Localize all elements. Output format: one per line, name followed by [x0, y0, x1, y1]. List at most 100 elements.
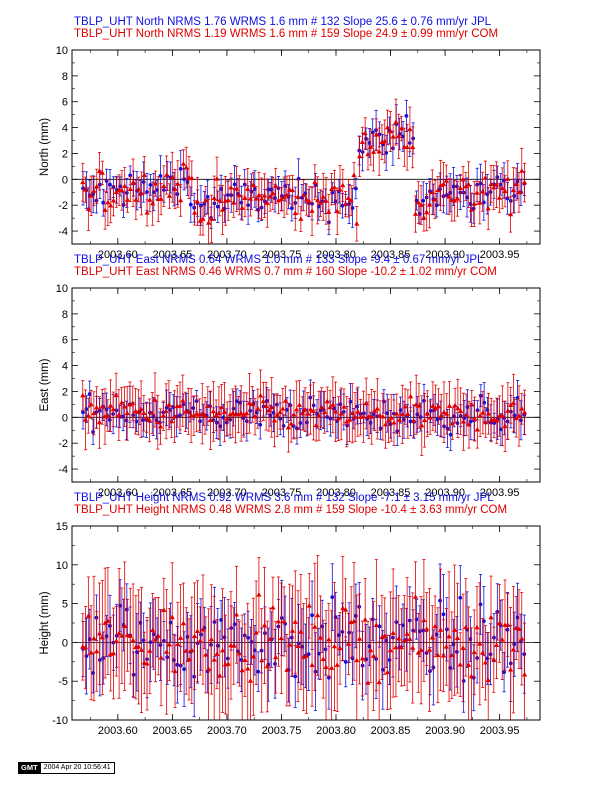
- data-point: [158, 196, 164, 201]
- data-point: [296, 402, 303, 407]
- data-point: [412, 594, 419, 599]
- x-tick-label: 2003.90: [425, 487, 465, 499]
- data-point: [175, 662, 180, 667]
- data-point: [362, 617, 368, 622]
- y-tick-label: 0: [62, 637, 68, 649]
- data-point: [267, 193, 273, 199]
- data-point: [468, 206, 475, 212]
- data-point: [513, 181, 519, 186]
- data-point: [178, 166, 183, 171]
- data-point: [468, 419, 473, 424]
- data-point: [232, 622, 237, 627]
- data-point: [144, 660, 150, 666]
- data-point: [496, 620, 502, 626]
- data-point: [82, 644, 89, 650]
- y-tick-label: 0: [62, 174, 68, 186]
- data-point: [323, 197, 329, 203]
- data-point: [264, 399, 269, 403]
- data-point: [438, 416, 443, 421]
- data-point: [466, 421, 472, 427]
- x-tick-label: 2003.95: [480, 487, 520, 499]
- data-point: [208, 636, 214, 642]
- data-point: [448, 432, 453, 437]
- data-point: [478, 181, 483, 186]
- data-point: [131, 413, 136, 417]
- data-point: [463, 624, 469, 630]
- data-point: [246, 400, 253, 406]
- data-point: [102, 620, 108, 625]
- chart-title-height-jpl: TBLP_UHT Height NRMS 0.92 WRMS 3.6 mm # …: [74, 492, 494, 504]
- data-point: [224, 420, 229, 425]
- data-point: [302, 406, 308, 412]
- data-point: [329, 186, 335, 191]
- data-point: [289, 187, 296, 193]
- data-point: [405, 411, 411, 416]
- data-point: [483, 419, 489, 425]
- data-point: [438, 627, 444, 632]
- data-point: [340, 605, 346, 611]
- data-point: [376, 148, 382, 154]
- data-point: [496, 195, 502, 200]
- data-point: [205, 403, 211, 408]
- data-point: [384, 638, 389, 643]
- data-point: [379, 634, 385, 640]
- data-point: [461, 679, 466, 683]
- data-point: [512, 642, 517, 647]
- data-point: [411, 628, 416, 633]
- data-point: [197, 218, 203, 223]
- data-point: [306, 603, 312, 608]
- data-point: [516, 189, 522, 195]
- data-point: [175, 641, 181, 647]
- x-tick-label: 2003.60: [98, 725, 138, 737]
- data-point: [219, 647, 226, 653]
- data-point: [288, 421, 294, 426]
- plot-frame: [71, 287, 541, 483]
- data-point: [148, 640, 153, 645]
- data-point: [499, 185, 505, 191]
- data-point: [230, 410, 236, 415]
- data-point: [188, 202, 193, 207]
- data-point: [382, 138, 388, 144]
- data-point: [359, 655, 365, 661]
- data-point: [502, 670, 506, 675]
- data-point: [241, 412, 247, 417]
- data-point: [499, 413, 505, 418]
- data-point: [299, 410, 305, 416]
- data-point: [495, 175, 500, 180]
- data-point: [370, 130, 375, 135]
- data-point: [309, 208, 315, 213]
- data-point: [334, 662, 340, 667]
- data-point: [365, 680, 371, 685]
- data-point: [321, 409, 328, 415]
- data-point: [480, 409, 486, 415]
- data-point: [192, 210, 198, 215]
- data-point: [273, 183, 279, 188]
- data-point: [127, 186, 133, 192]
- data-point: [161, 183, 167, 188]
- data-point: [144, 415, 150, 420]
- data-point: [407, 126, 413, 132]
- data-point: [99, 404, 105, 409]
- data-point: [303, 653, 310, 658]
- data-point: [85, 412, 91, 418]
- data-point: [274, 412, 280, 417]
- data-point: [455, 421, 460, 426]
- y-tick-label: 2: [62, 148, 68, 160]
- data-point: [135, 409, 141, 415]
- data-point: [319, 404, 325, 410]
- x-tick-label: 2003.75: [262, 249, 302, 261]
- data-point: [351, 172, 357, 177]
- data-point: [141, 410, 147, 416]
- x-tick-label: 2003.70: [207, 487, 247, 499]
- data-point: [233, 611, 240, 617]
- data-point: [343, 201, 349, 206]
- data-point: [349, 410, 355, 416]
- data-point: [295, 643, 301, 648]
- data-point: [454, 196, 461, 201]
- data-point: [113, 392, 119, 398]
- data-point: [354, 657, 360, 663]
- data-point: [329, 665, 335, 670]
- data-point: [214, 420, 219, 425]
- data-point: [474, 624, 480, 630]
- data-point: [169, 174, 175, 180]
